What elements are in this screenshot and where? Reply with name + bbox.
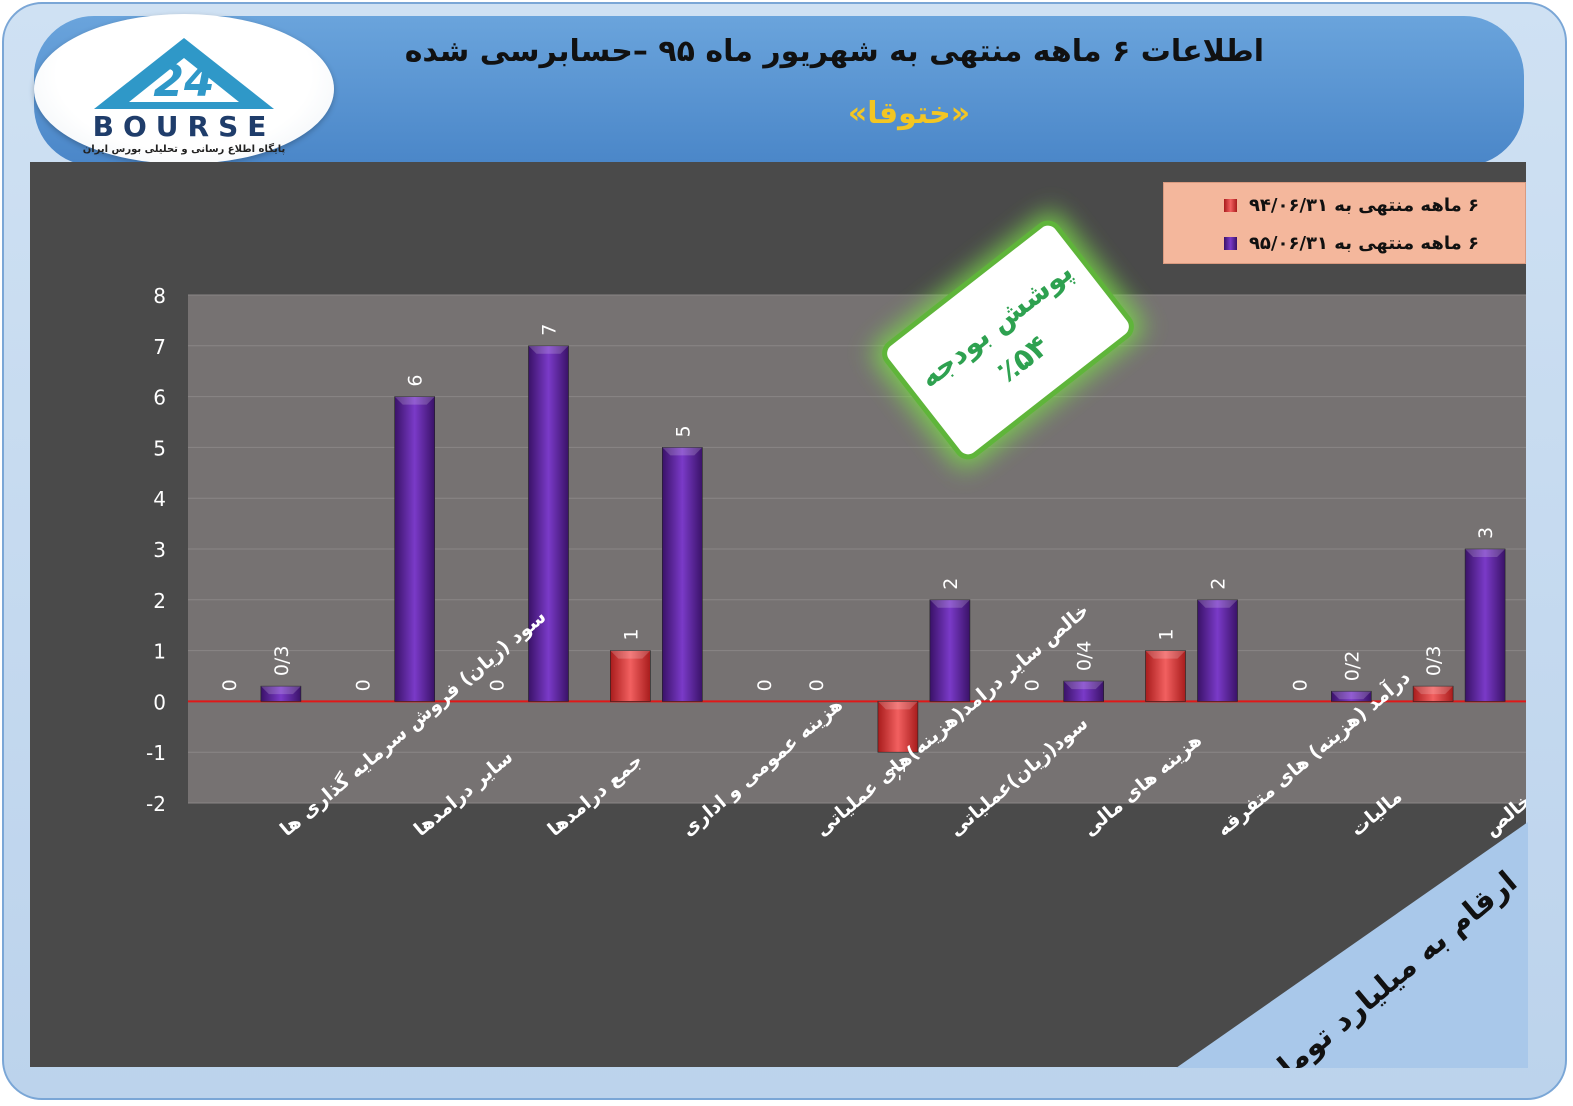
- bar-95-bevel: [528, 345, 569, 354]
- bar-95: [661, 447, 703, 702]
- bar-95-bevel: [394, 396, 435, 405]
- data-label: 6: [405, 375, 427, 387]
- data-label: 0: [353, 679, 375, 691]
- data-label: 0/3: [271, 646, 293, 677]
- logo-text: BOURSE: [93, 110, 276, 143]
- logo-triangle-inner: [129, 58, 239, 102]
- data-label: 1: [1156, 629, 1178, 641]
- bar-95: [260, 685, 302, 702]
- data-label: 0: [754, 679, 776, 691]
- y-tick-label: 7: [153, 335, 166, 359]
- legend-swatch-94: [1224, 199, 1237, 212]
- y-tick-label: 0: [153, 690, 166, 714]
- y-tick-label: 5: [153, 436, 166, 460]
- data-label: 0/4: [1074, 641, 1096, 672]
- data-label: 0: [219, 679, 241, 691]
- bar-95: [929, 599, 971, 702]
- y-tick-label: -1: [146, 741, 166, 765]
- data-label: 0: [1289, 679, 1311, 691]
- data-label: 0/2: [1341, 651, 1363, 682]
- bar-95-bevel: [1063, 681, 1104, 690]
- data-label: 0: [487, 679, 509, 691]
- data-label: 3: [1475, 527, 1497, 539]
- bars: 0 0/3 0 6 0 7 1 5 0 0 -1 2 0 0/4 1 2 0 0/2 0/3 3: [219, 324, 1506, 781]
- bar-95-bevel: [1331, 691, 1372, 700]
- data-label: 0: [806, 679, 828, 691]
- bar-95: [528, 345, 569, 702]
- legend-item-95: ۶ ماهه منتهی به ۹۵/۰۶/۳۱: [1249, 233, 1479, 254]
- bar-94-bevel: [877, 701, 918, 710]
- y-tick-label: 2: [153, 589, 166, 613]
- y-tick-label: 1: [153, 640, 166, 664]
- bourse-logo: 24 BOURSE پایگاه اطلاع رسانی و تحلیلی بو…: [34, 14, 334, 164]
- logo-mark: 24: [153, 56, 214, 107]
- bar-94: [1412, 685, 1454, 702]
- bar-94-bevel: [610, 650, 651, 659]
- y-tick-label: 3: [153, 538, 166, 562]
- bar-95-bevel: [1465, 549, 1506, 557]
- legend-label-95: ۶ ماهه منتهی به ۹۵/۰۶/۳۱: [1248, 233, 1479, 254]
- y-tick-label: -2: [146, 792, 166, 816]
- bar-95: [1197, 599, 1238, 702]
- legend-label-94: ۶ ماهه منتهی به ۹۴/۰۶/۳۱: [1248, 195, 1479, 216]
- y-tick-label: 4: [153, 487, 166, 511]
- budget-coverage-badge: پوشش بودجه ٪۵۴: [872, 211, 1144, 469]
- company-symbol: «ختوقا»: [847, 96, 971, 131]
- y-tick-label: 8: [153, 284, 166, 308]
- legend: ۶ ماهه منتهی به ۹۴/۰۶/۳۱ ۶ ماهه منتهی به…: [1163, 182, 1526, 264]
- bar-94: [877, 701, 919, 753]
- legend-swatch-95: [1224, 237, 1237, 250]
- chart-area: 8 7 6 5 4 3 2 1 0 -1 -2 0 0/3 0 6 0 7 1 5 0 0 -1 2 0 0/4 1 2 0 0/2 0…: [30, 162, 1573, 1067]
- bar-95: [1063, 680, 1104, 702]
- bar-95-bevel: [1197, 599, 1238, 608]
- bar-94-bevel: [1145, 650, 1186, 659]
- legend-item-94: ۶ ماهه منتهی به ۹۴/۰۶/۳۱: [1249, 195, 1479, 216]
- y-axis: 8 7 6 5 4 3 2 1 0 -1 -2: [146, 284, 166, 816]
- data-label: 7: [539, 324, 561, 336]
- bar-95: [1464, 548, 1506, 702]
- data-label: 0: [1022, 679, 1044, 691]
- bar-94: [1145, 650, 1186, 702]
- bar-95-bevel: [662, 447, 703, 456]
- bar-94-bevel: [1413, 686, 1454, 695]
- bar-94: [609, 650, 651, 702]
- data-label: 1: [620, 629, 642, 641]
- data-label: 5: [672, 425, 694, 437]
- bar-95-bevel: [929, 599, 970, 608]
- bar-95: [394, 396, 436, 702]
- bar-95: [1331, 690, 1372, 702]
- data-label: 2: [1208, 578, 1230, 590]
- logo-caption: پایگاه اطلاع رسانی و تحلیلی بورس ایران: [83, 142, 286, 155]
- data-label: -1: [888, 762, 910, 781]
- logo-graphic: 24 BOURSE پایگاه اطلاع رسانی و تحلیلی بو…: [83, 38, 286, 155]
- y-tick-label: 6: [153, 386, 166, 410]
- data-label: 2: [940, 578, 962, 590]
- bar-95-bevel: [260, 686, 301, 695]
- data-label: 0/3: [1423, 646, 1445, 677]
- page-title: اطلاعات ۶ ماهه منتهی به شهریور ماه ۹۵ –ح…: [404, 34, 1264, 69]
- units-note: ارقام به میلیارد تومان: [1176, 822, 1528, 1068]
- badge-box: [882, 220, 1134, 460]
- units-note-ribbon: [1176, 822, 1528, 1068]
